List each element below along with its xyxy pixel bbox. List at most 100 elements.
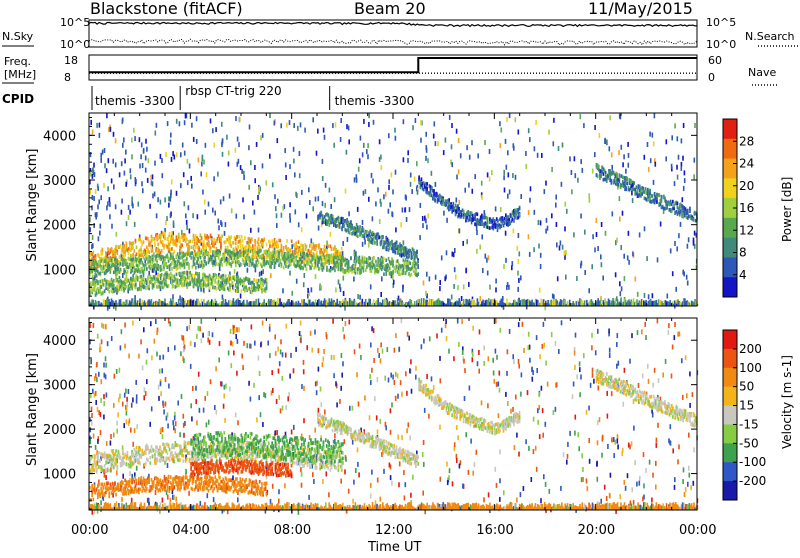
feature-cell xyxy=(279,259,281,263)
scatter-cell xyxy=(212,128,214,133)
scatter-cell xyxy=(311,238,313,243)
feature-cell xyxy=(389,267,391,271)
scatter-cell xyxy=(405,194,407,199)
feature-cell xyxy=(426,182,428,186)
scatter-cell xyxy=(307,288,309,293)
feature-cell xyxy=(176,235,178,239)
scatter-cell xyxy=(226,135,228,140)
scatter-cell xyxy=(677,136,679,141)
feature-cell xyxy=(164,258,166,262)
scatter-cell xyxy=(402,208,404,213)
feature-cell xyxy=(365,268,367,272)
feature-cell xyxy=(314,253,316,257)
scatter-cell xyxy=(93,196,95,201)
scatter-cell xyxy=(644,226,646,231)
scatter-cell xyxy=(359,295,361,300)
scatter-cell xyxy=(500,207,502,212)
scatter-cell xyxy=(147,178,149,183)
feature-cell xyxy=(340,252,342,256)
scatter-cell xyxy=(565,250,567,255)
scatter-cell xyxy=(681,138,683,143)
scatter-cell xyxy=(176,152,178,157)
feature-cell xyxy=(647,198,649,202)
feature-cell xyxy=(254,246,256,250)
scatter-cell xyxy=(201,162,203,167)
feature-cell xyxy=(237,286,239,290)
scatter-cell xyxy=(407,158,409,163)
scatter-cell xyxy=(601,453,603,458)
feature-cell xyxy=(416,251,418,255)
scatter-cell xyxy=(489,149,491,154)
feature-cell xyxy=(616,173,618,177)
feature-cell xyxy=(285,264,287,268)
scatter-cell xyxy=(489,285,491,290)
scatter-cell xyxy=(186,220,188,225)
scatter-cell xyxy=(111,224,113,229)
feature-cell xyxy=(377,270,379,274)
scatter-cell xyxy=(104,163,106,168)
feature-cell xyxy=(159,285,161,289)
scatter-cell xyxy=(170,140,172,145)
scatter-cell xyxy=(171,179,173,184)
scatter-cell xyxy=(103,183,105,188)
feature-cell xyxy=(363,269,365,273)
scatter-cell xyxy=(360,136,362,141)
scatter-cell xyxy=(92,243,94,248)
feature-cell xyxy=(369,257,371,261)
feature-cell xyxy=(625,188,627,192)
feature-cell xyxy=(275,252,277,256)
scatter-cell xyxy=(223,196,225,201)
scatter-cell xyxy=(148,158,150,163)
feature-cell xyxy=(497,219,499,223)
scatter-cell xyxy=(297,126,299,131)
scatter-cell xyxy=(466,145,468,150)
scatter-cell xyxy=(254,178,256,183)
scatter-cell xyxy=(179,121,181,126)
scatter-cell xyxy=(372,179,374,184)
scatter-cell xyxy=(353,277,355,282)
scatter-cell xyxy=(289,218,291,223)
scatter-cell xyxy=(410,182,412,187)
scatter-cell xyxy=(380,292,382,297)
feature-cell xyxy=(341,247,343,251)
feature-cell xyxy=(177,252,179,256)
scatter-cell xyxy=(181,230,183,235)
scatter-cell xyxy=(605,231,607,236)
scatter-cell xyxy=(257,195,259,200)
scatter-cell xyxy=(682,156,684,161)
scatter-cell xyxy=(316,151,318,156)
scatter-cell xyxy=(138,202,140,207)
scatter-cell xyxy=(131,197,133,202)
feature-cell xyxy=(279,239,281,243)
feature-cell xyxy=(102,248,104,252)
scatter-cell xyxy=(649,132,651,137)
scatter-cell xyxy=(131,138,133,143)
feature-cell xyxy=(136,258,138,262)
scatter-cell xyxy=(238,142,240,147)
scatter-cell xyxy=(632,198,634,203)
scatter-cell xyxy=(381,276,383,281)
feature-cell xyxy=(266,282,268,286)
scatter-cell xyxy=(116,232,118,237)
scatter-cell xyxy=(594,247,596,252)
y-tick-label: 3000 xyxy=(43,174,76,189)
feature-cell xyxy=(136,252,138,256)
scatter-cell xyxy=(335,287,337,292)
scatter-cell xyxy=(389,202,391,207)
scatter-cell xyxy=(417,190,419,195)
scatter-cell xyxy=(111,178,113,183)
scatter-cell xyxy=(142,163,144,168)
scatter-cell xyxy=(258,187,260,192)
scatter-cell xyxy=(189,164,191,169)
scatter-cell xyxy=(580,114,582,119)
scatter-cell xyxy=(186,271,188,276)
feature-cell xyxy=(143,276,145,280)
scatter-cell xyxy=(620,291,622,296)
feature-cell xyxy=(155,248,157,252)
scatter-cell xyxy=(333,143,335,148)
scatter-cell xyxy=(92,174,94,179)
scatter-cell xyxy=(380,342,382,347)
feature-cell xyxy=(603,172,605,176)
feature-cell xyxy=(220,281,222,285)
scatter-cell xyxy=(293,147,295,152)
